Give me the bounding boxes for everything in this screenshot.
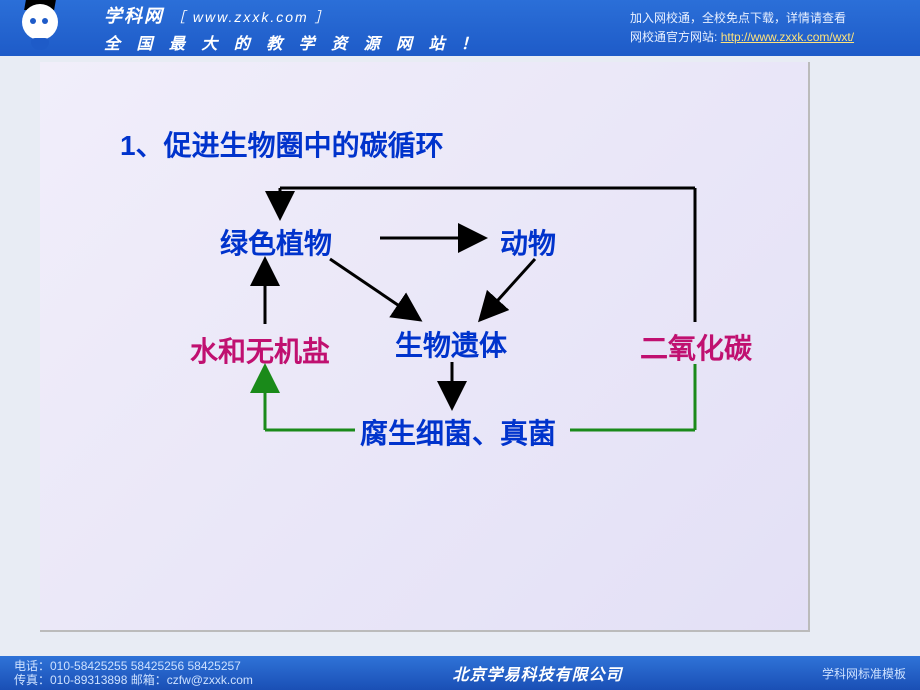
header-main: 学科网 ［ www.zxxk.com ］ 全 国 最 大 的 教 学 资 源 网… — [80, 2, 630, 54]
footer-left: 电话：010-58425255 58425256 58425257 传真：010… — [14, 659, 253, 688]
slide-title: 1、促进生物圈中的碳循环 — [120, 124, 444, 164]
footer-right: 学科网标准模板 — [822, 665, 906, 682]
slide: 1、促进生物圈中的碳循环 绿色植物 动物 水和无机盐 生物遗体 二氧化碳 腐生细… — [40, 62, 810, 632]
page-footer: 电话：010-58425255 58425256 58425257 传真：010… — [0, 656, 920, 690]
node-plants: 绿色植物 — [220, 222, 332, 262]
slide-area: 1、促进生物圈中的碳循环 绿色植物 动物 水和无机盐 生物遗体 二氧化碳 腐生细… — [0, 56, 920, 656]
arrow-plants-to-remains — [330, 259, 420, 320]
node-water: 水和无机盐 — [190, 330, 330, 370]
arrow-animals-to-remains — [480, 259, 535, 320]
header-right-prefix: 网校通官方网站: — [630, 30, 717, 44]
page-header: 学科网 ［ www.zxxk.com ］ 全 国 最 大 的 教 学 资 源 网… — [0, 0, 920, 56]
node-remains: 生物遗体 — [395, 324, 507, 364]
header-right-line1: 加入网校通，全校免点下载，详情请查看 — [630, 9, 910, 28]
site-url: ［ www.zxxk.com ］ — [171, 9, 331, 25]
mascot-logo — [0, 0, 80, 56]
footer-fax: 传真：010-89313898 邮箱：czfw@zxxk.com — [14, 673, 253, 687]
header-right: 加入网校通，全校免点下载，详情请查看 网校通官方网站: http://www.z… — [630, 9, 920, 47]
node-co2: 二氧化碳 — [640, 327, 752, 367]
node-bacteria: 腐生细菌、真菌 — [360, 412, 556, 452]
site-tagline: 全 国 最 大 的 教 学 资 源 网 站 ！ — [104, 30, 630, 54]
footer-phone: 电话：010-58425255 58425256 58425257 — [14, 659, 253, 673]
footer-center: 北京学易科技有限公司 — [452, 661, 622, 685]
node-animals: 动物 — [500, 222, 556, 262]
header-link[interactable]: http://www.zxxk.com/wxt/ — [721, 30, 854, 44]
site-name: 学科网 — [104, 6, 164, 26]
